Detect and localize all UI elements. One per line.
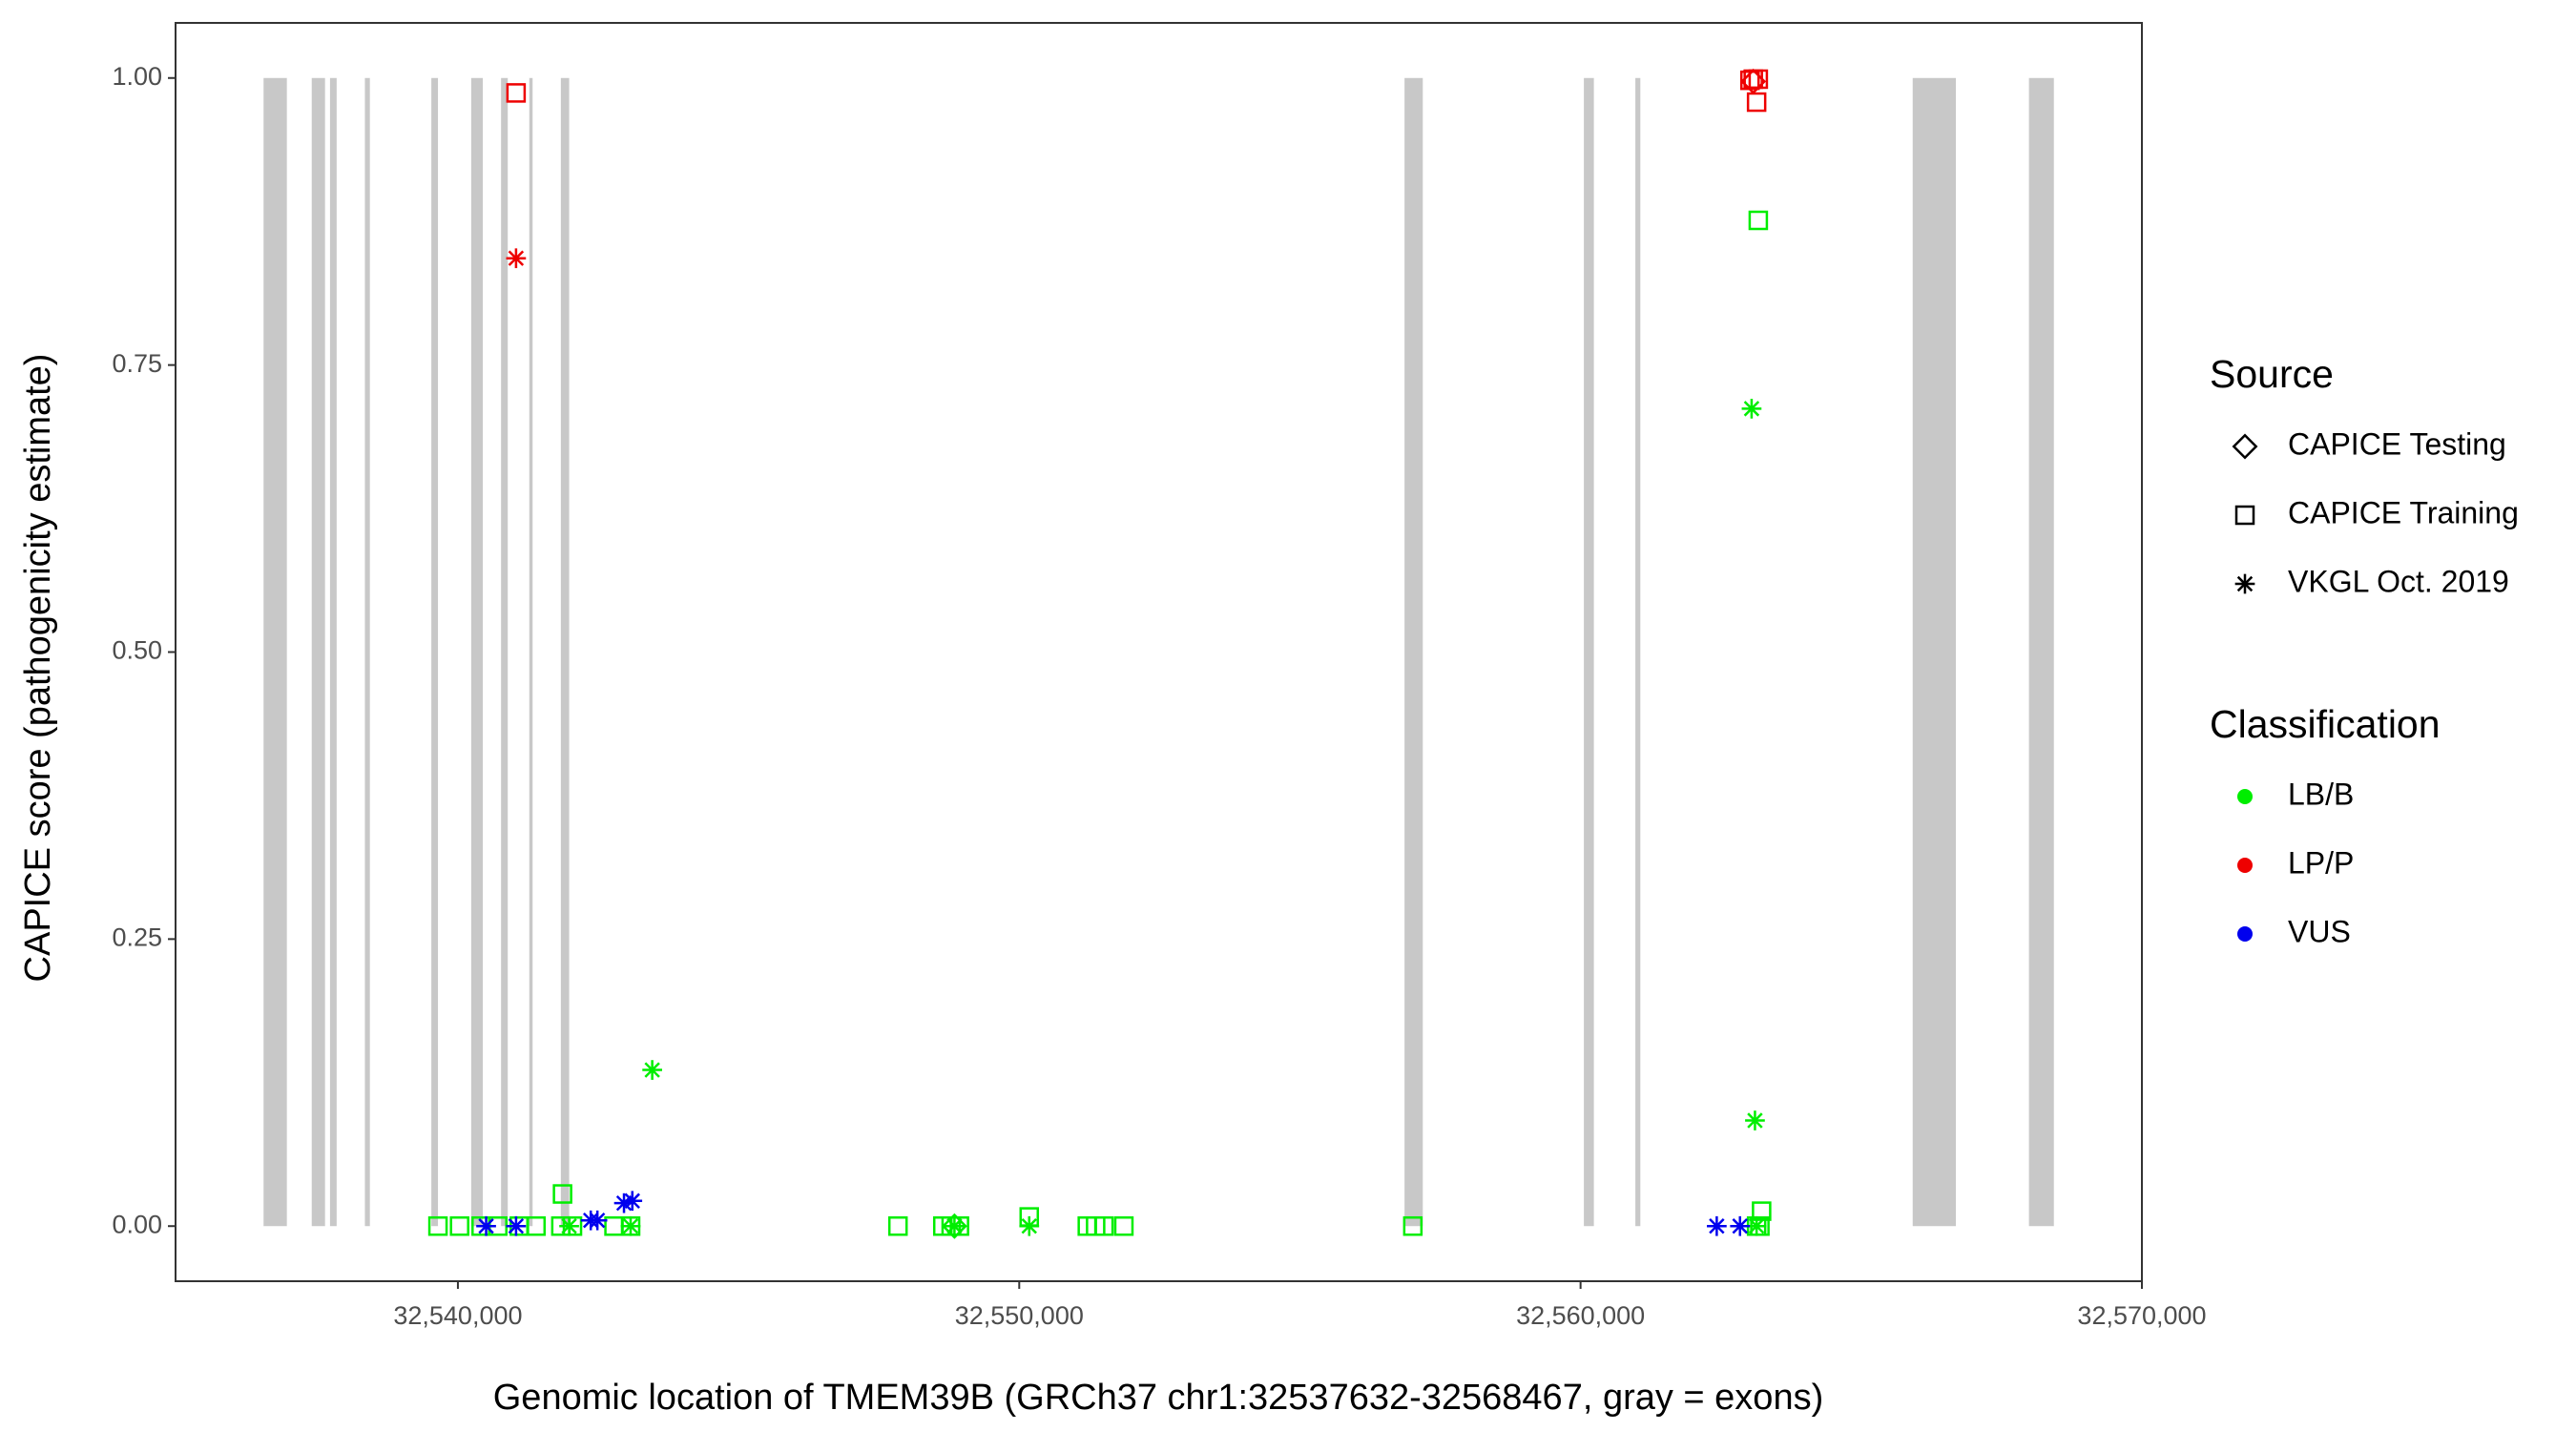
asterisk-stroke [561, 1218, 577, 1234]
asterisk-marker [506, 248, 527, 269]
y-tick-label: 1.00 [112, 62, 162, 91]
asterisk-stroke [1709, 1218, 1725, 1234]
asterisk-stroke [1732, 1218, 1748, 1234]
diamond-marker [941, 1213, 967, 1239]
asterisk-stroke [624, 1192, 640, 1209]
exon [364, 77, 370, 1227]
square-marker [1748, 210, 1769, 231]
y-tick-label: 0.50 [112, 636, 162, 665]
asterisk-marker [1746, 1215, 1767, 1236]
diamond-marker [2232, 433, 2258, 460]
asterisk-stroke [1743, 401, 1760, 417]
asterisk-stroke [478, 1218, 494, 1234]
legend-title: Source [2210, 352, 2334, 396]
square-marker [526, 1215, 547, 1236]
exon [1404, 77, 1423, 1227]
exon [501, 77, 509, 1227]
y-axis-title: CAPICE score (pathogenicity estimate) [18, 354, 58, 983]
square-marker [887, 1215, 908, 1236]
exon [1912, 77, 1957, 1227]
legend-label: VKGL Oct. 2019 [2288, 564, 2509, 598]
square-marker [1746, 92, 1767, 113]
diamond-marker [1740, 68, 1767, 94]
asterisk-marker [622, 1191, 643, 1212]
exon [1584, 77, 1594, 1227]
asterisk-marker [587, 1210, 608, 1231]
square-marker [1402, 1215, 1423, 1236]
asterisk-marker [1730, 1215, 1751, 1236]
asterisk-marker [1019, 1215, 1040, 1236]
asterisk-marker [1745, 1110, 1765, 1130]
exon [529, 77, 533, 1227]
legend-label: CAPICE Testing [2288, 426, 2506, 461]
asterisk-stroke [1748, 1218, 1765, 1234]
square-marker [449, 1215, 469, 1236]
y-tick-label: 0.25 [112, 923, 162, 951]
exon [2028, 77, 2054, 1227]
legend-title: Classification [2210, 702, 2441, 746]
x-tick-label: 32,540,000 [393, 1301, 522, 1330]
asterisk-stroke [2236, 575, 2254, 592]
x-tick-label: 32,560,000 [1516, 1301, 1645, 1330]
square-marker [1093, 1215, 1114, 1236]
square-marker [506, 83, 527, 103]
exon [431, 77, 439, 1227]
asterisk-marker [945, 1215, 965, 1236]
legend-label: LP/P [2288, 845, 2354, 880]
exon [1635, 77, 1641, 1227]
y-tick-label: 0.75 [112, 349, 162, 378]
legend-swatch [2237, 858, 2253, 873]
asterisk-stroke [508, 250, 525, 266]
asterisk-stroke [508, 1218, 525, 1234]
asterisk-stroke [622, 1218, 639, 1234]
asterisk-marker [506, 1215, 527, 1236]
square-marker [2234, 505, 2255, 526]
square-marker [552, 1184, 572, 1204]
asterisk-stroke [589, 1213, 606, 1229]
asterisk-marker [1707, 1215, 1727, 1236]
panel-border [175, 22, 2143, 1282]
y-tick-label: 0.00 [112, 1210, 162, 1238]
asterisk-stroke [644, 1062, 660, 1078]
asterisk-marker [620, 1215, 641, 1236]
asterisk-marker [642, 1060, 662, 1080]
asterisk-stroke [1021, 1218, 1037, 1234]
x-tick-label: 32,570,000 [2077, 1301, 2206, 1330]
square-marker [1113, 1215, 1134, 1236]
asterisk-marker [2234, 573, 2255, 594]
asterisk-marker [559, 1215, 579, 1236]
square-marker [427, 1215, 448, 1236]
legend-label: CAPICE Training [2288, 495, 2519, 529]
asterisk-stroke [946, 1218, 963, 1234]
x-tick-label: 32,550,000 [955, 1301, 1084, 1330]
asterisk-marker [476, 1215, 496, 1236]
legend-label: VUS [2288, 914, 2351, 948]
legend-label: LB/B [2288, 777, 2354, 811]
x-axis-title: Genomic location of TMEM39B (GRCh37 chr1… [493, 1378, 1823, 1418]
exon [560, 77, 570, 1227]
asterisk-stroke [1747, 1112, 1763, 1129]
exon [470, 77, 484, 1227]
exon [263, 77, 287, 1227]
exon [311, 77, 325, 1227]
legend-swatch [2237, 789, 2253, 804]
asterisk-marker [1741, 399, 1762, 419]
exon [329, 77, 337, 1227]
legend-swatch [2237, 926, 2253, 942]
